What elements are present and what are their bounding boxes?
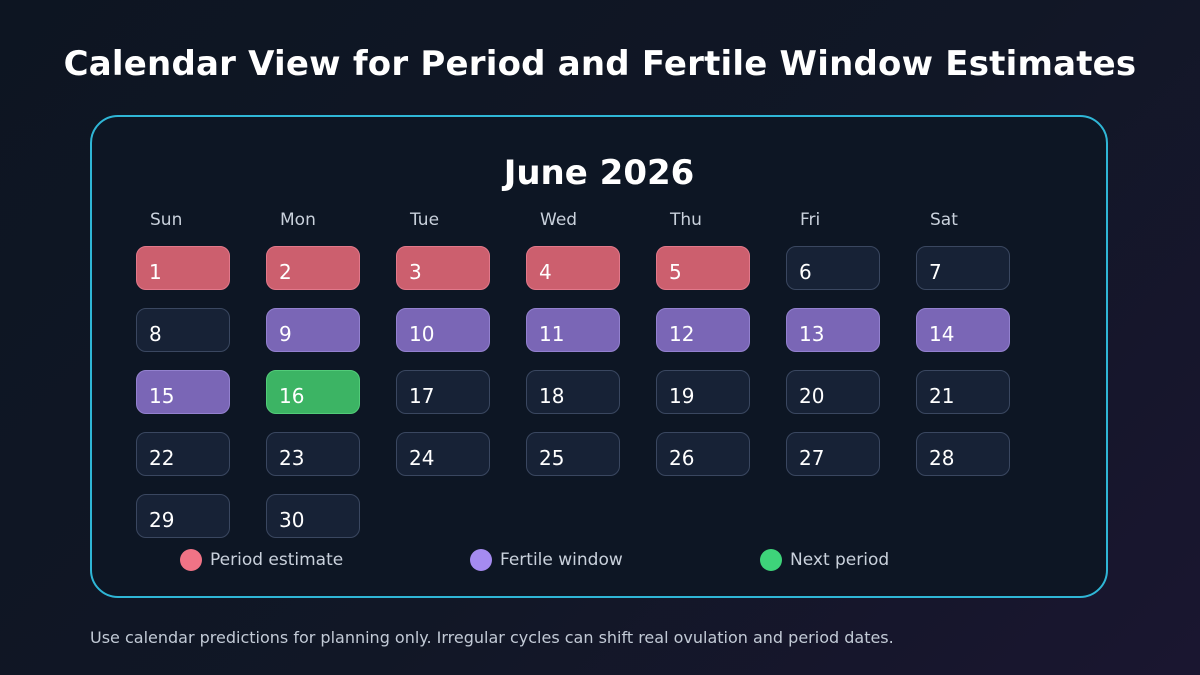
calendar-day-5[interactable]: 5	[656, 246, 750, 290]
calendar-day-26[interactable]: 26	[656, 432, 750, 476]
calendar-day-18[interactable]: 18	[526, 370, 620, 414]
calendar-day-21[interactable]: 21	[916, 370, 1010, 414]
calendar-day-24[interactable]: 24	[396, 432, 490, 476]
calendar-day-16[interactable]: 16	[266, 370, 360, 414]
calendar-day-8[interactable]: 8	[136, 308, 230, 352]
legend-item-period: Period estimate	[180, 549, 343, 571]
calendar-day-28[interactable]: 28	[916, 432, 1010, 476]
calendar-day-11[interactable]: 11	[526, 308, 620, 352]
legend-item-fertile: Fertile window	[470, 549, 623, 571]
calendar-day-29[interactable]: 29	[136, 494, 230, 538]
page-title: Calendar View for Period and Fertile Win…	[63, 44, 1137, 84]
calendar-day-2[interactable]: 2	[266, 246, 360, 290]
weekday-label-wed: Wed	[540, 210, 578, 230]
weekday-label-fri: Fri	[800, 210, 821, 230]
legend-item-next: Next period	[760, 549, 889, 571]
calendar-day-25[interactable]: 25	[526, 432, 620, 476]
calendar-day-9[interactable]: 9	[266, 308, 360, 352]
calendar-day-20[interactable]: 20	[786, 370, 880, 414]
legend-label-next: Next period	[790, 550, 890, 570]
calendar-day-7[interactable]: 7	[916, 246, 1010, 290]
calendar-day-13[interactable]: 13	[786, 308, 880, 352]
fertile-window-dot-icon	[470, 549, 492, 571]
weekday-label-sun: Sun	[150, 210, 183, 230]
weekday-label-mon: Mon	[280, 210, 316, 230]
month-title: June 2026	[503, 153, 695, 193]
legend-label-fertile: Fertile window	[500, 550, 623, 570]
period-estimate-dot-icon	[180, 549, 202, 571]
weekday-label-tue: Tue	[410, 210, 440, 230]
calendar-day-23[interactable]: 23	[266, 432, 360, 476]
calendar-day-22[interactable]: 22	[136, 432, 230, 476]
calendar-day-14[interactable]: 14	[916, 308, 1010, 352]
calendar-day-15[interactable]: 15	[136, 370, 230, 414]
calendar-day-17[interactable]: 17	[396, 370, 490, 414]
calendar-day-4[interactable]: 4	[526, 246, 620, 290]
calendar-day-30[interactable]: 30	[266, 494, 360, 538]
calendar-day-27[interactable]: 27	[786, 432, 880, 476]
calendar-day-6[interactable]: 6	[786, 246, 880, 290]
footnote: Use calendar predictions for planning on…	[90, 628, 894, 647]
weekday-label-sat: Sat	[930, 210, 958, 230]
calendar-day-10[interactable]: 10	[396, 308, 490, 352]
calendar-day-1[interactable]: 1	[136, 246, 230, 290]
calendar-day-3[interactable]: 3	[396, 246, 490, 290]
calendar-day-19[interactable]: 19	[656, 370, 750, 414]
next-period-dot-icon	[760, 549, 782, 571]
legend-label-period: Period estimate	[210, 550, 344, 570]
calendar-day-12[interactable]: 12	[656, 308, 750, 352]
weekday-label-thu: Thu	[670, 210, 702, 230]
